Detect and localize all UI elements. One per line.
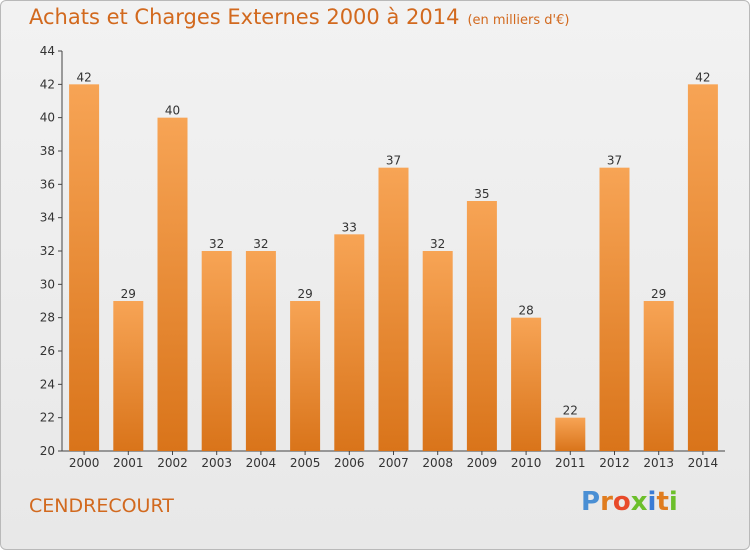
data-label-2011: 22: [563, 404, 578, 418]
data-label-2012: 37: [607, 154, 622, 168]
x-tick-label-2006: 2006: [334, 456, 365, 470]
logo-letter: t: [656, 487, 669, 517]
x-tick-label-2013: 2013: [643, 456, 674, 470]
bar-2002: [157, 117, 188, 452]
y-tick-label: 32: [40, 244, 55, 258]
bar-2000: [69, 84, 100, 451]
y-tick-label: 28: [40, 311, 55, 325]
chart-subtitle: (en milliers d'€): [467, 13, 570, 28]
x-tick-label-2010: 2010: [511, 456, 542, 470]
y-tick-label: 24: [40, 377, 55, 391]
x-tick-label-2004: 2004: [246, 456, 277, 470]
data-label-2003: 32: [209, 237, 224, 251]
bar-2009: [466, 201, 497, 451]
x-tick-label-2011: 2011: [555, 456, 586, 470]
bar-2003: [201, 251, 232, 451]
x-tick-label-2007: 2007: [378, 456, 409, 470]
x-tick-label-2008: 2008: [422, 456, 453, 470]
bar-2014: [687, 84, 718, 451]
data-label-2004: 32: [253, 237, 268, 251]
proxiti-logo: Proxiti: [581, 487, 678, 517]
x-tick-label-2001: 2001: [113, 456, 144, 470]
x-tick-label-2005: 2005: [290, 456, 321, 470]
x-tick-label-2002: 2002: [157, 456, 188, 470]
y-tick-label: 26: [40, 344, 55, 358]
data-label-2013: 29: [651, 287, 666, 301]
x-tick-label-2012: 2012: [599, 456, 630, 470]
data-label-2002: 40: [165, 104, 180, 118]
x-tick-label-2000: 2000: [69, 456, 100, 470]
data-label-2008: 32: [430, 237, 445, 251]
bar-chart: 20 22 24 26 28 30 32 34 36 38 40 42 44 42 2000 29 2001 40…: [40, 44, 725, 470]
y-tick-label: 20: [40, 444, 55, 458]
y-tick-label: 38: [40, 144, 55, 158]
bar-2007: [378, 167, 409, 451]
logo-letter: i: [668, 487, 678, 517]
data-label-2007: 37: [386, 154, 401, 168]
y-tick-label: 22: [40, 411, 55, 425]
bar-2013: [643, 301, 674, 451]
logo-letter: o: [612, 487, 631, 517]
logo-letter: r: [600, 487, 613, 517]
bar-2006: [334, 234, 365, 451]
chart-title-text: Achats et Charges Externes 2000 à 2014: [29, 5, 460, 29]
bar-2004: [245, 251, 276, 451]
town-name: CENDRECOURT: [29, 495, 174, 517]
y-tick-label: 30: [40, 277, 55, 291]
data-label-2014: 42: [695, 70, 710, 84]
y-tick-label: 40: [40, 111, 55, 125]
data-label-2006: 33: [342, 220, 357, 234]
y-tick-label: 44: [40, 44, 55, 58]
x-tick-label-2003: 2003: [201, 456, 232, 470]
data-label-2000: 42: [76, 70, 91, 84]
data-label-2010: 28: [518, 304, 533, 318]
y-tick-label: 36: [40, 177, 55, 191]
data-label-2001: 29: [121, 287, 136, 301]
data-label-2009: 35: [474, 187, 489, 201]
logo-letter: P: [581, 487, 601, 517]
bar-2005: [290, 301, 321, 451]
logo-letter: x: [630, 487, 648, 517]
bar-2011: [555, 417, 586, 451]
chart-title: Achats et Charges Externes 2000 à 2014 (e…: [29, 5, 569, 29]
logo-letter: i: [647, 487, 657, 517]
y-tick-label: 42: [40, 77, 55, 91]
bar-2001: [113, 301, 144, 451]
x-tick-label-2014: 2014: [688, 456, 719, 470]
y-tick-label: 34: [40, 211, 55, 225]
bar-2008: [422, 251, 453, 451]
data-label-2005: 29: [297, 287, 312, 301]
bar-2010: [511, 317, 542, 451]
bar-2012: [599, 167, 630, 451]
x-tick-label-2009: 2009: [467, 456, 498, 470]
